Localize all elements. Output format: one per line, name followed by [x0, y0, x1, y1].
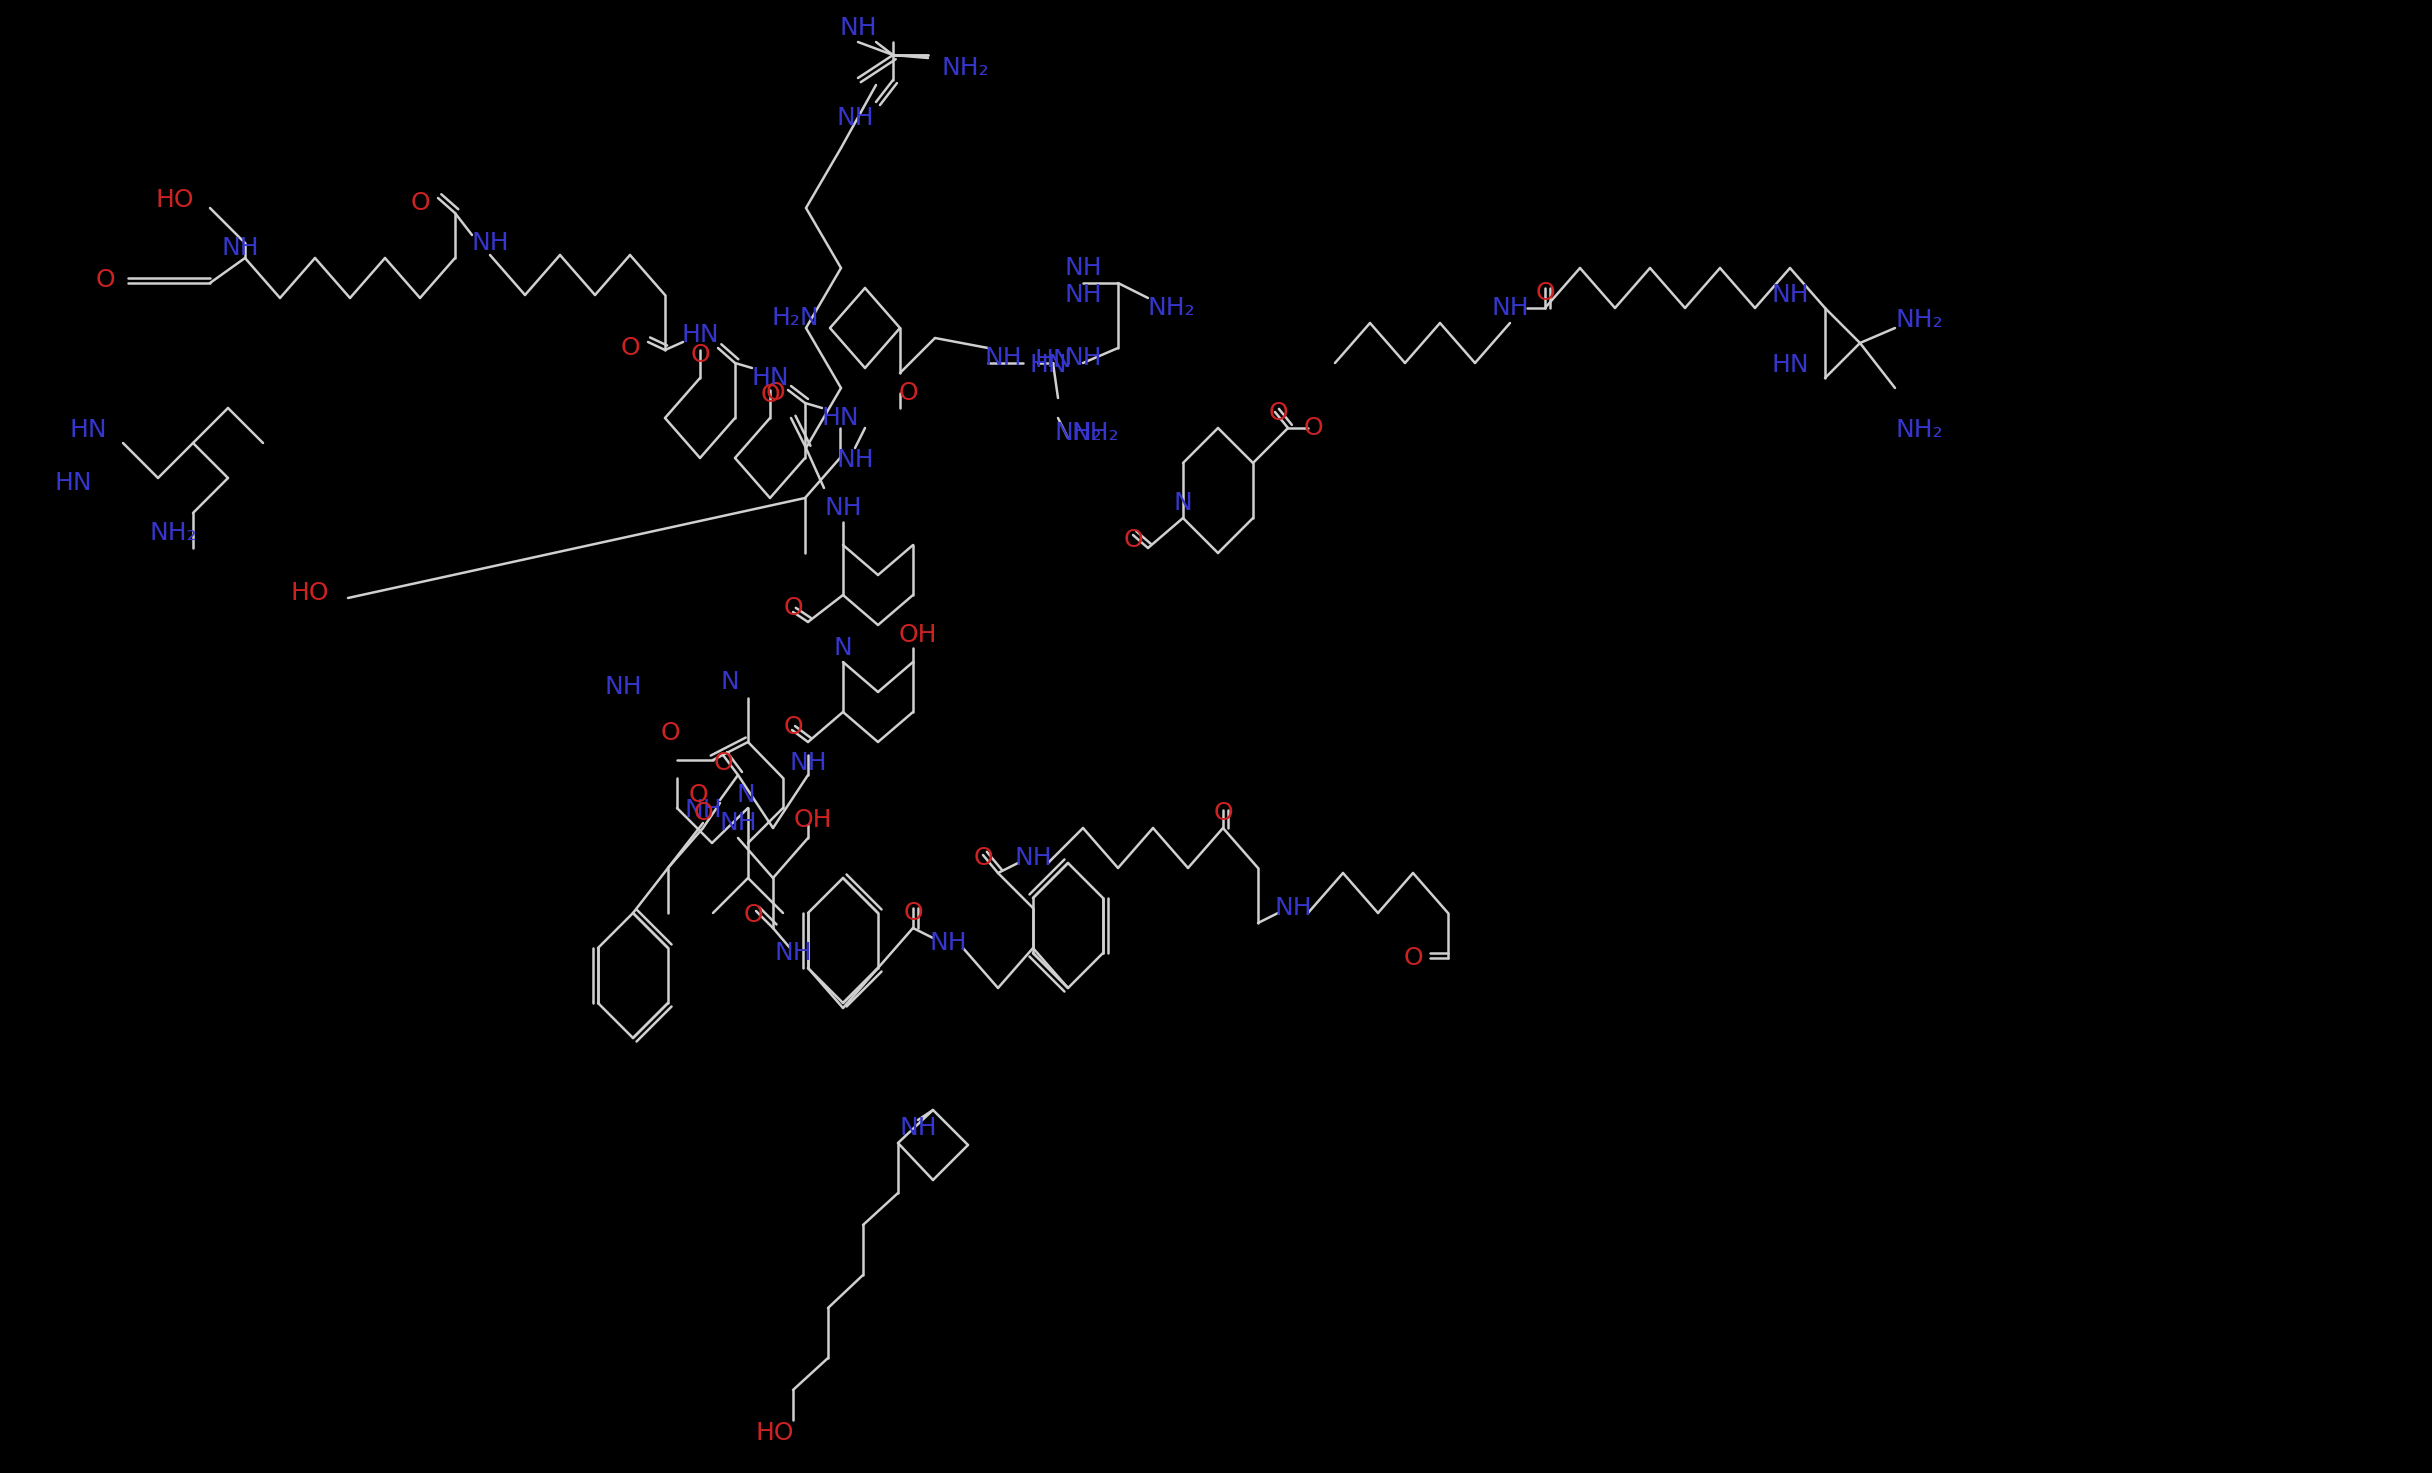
Text: NH: NH — [1770, 283, 1809, 306]
Text: N: N — [834, 636, 851, 660]
Text: HO: HO — [156, 189, 195, 212]
Text: HN: HN — [751, 365, 788, 390]
Text: NH₂: NH₂ — [1148, 296, 1197, 320]
Text: O: O — [713, 751, 732, 775]
Text: OH: OH — [900, 623, 936, 647]
Text: NH: NH — [1491, 296, 1530, 320]
Text: O: O — [1124, 527, 1143, 552]
Text: NH: NH — [900, 1117, 936, 1140]
Text: O: O — [783, 597, 803, 620]
Text: O: O — [1304, 415, 1323, 440]
Text: NH₂: NH₂ — [1070, 421, 1119, 445]
Text: NH: NH — [720, 812, 756, 835]
Text: OH: OH — [793, 809, 832, 832]
Text: NH: NH — [1274, 896, 1311, 921]
Text: O: O — [973, 846, 992, 871]
Text: NH: NH — [773, 941, 812, 965]
Text: NH: NH — [1014, 846, 1051, 871]
Text: NH₂: NH₂ — [1895, 308, 1943, 331]
Text: NH: NH — [1065, 256, 1102, 280]
Text: O: O — [766, 382, 786, 405]
Text: HN: HN — [1034, 348, 1073, 373]
Text: HN: HN — [54, 471, 92, 495]
Text: HN: HN — [1770, 354, 1809, 377]
Text: NH: NH — [985, 346, 1021, 370]
Text: O: O — [95, 268, 114, 292]
Text: N: N — [720, 670, 739, 694]
Text: HN: HN — [1029, 354, 1068, 377]
Text: O: O — [693, 801, 713, 825]
Text: NH: NH — [837, 106, 873, 130]
Text: NH₂: NH₂ — [1895, 418, 1943, 442]
Text: O: O — [1403, 946, 1423, 971]
Text: O: O — [411, 191, 430, 215]
Text: NH₂: NH₂ — [151, 521, 197, 545]
Text: N: N — [1175, 491, 1192, 516]
Text: HO: HO — [292, 580, 328, 605]
Text: NH: NH — [683, 798, 722, 822]
Text: NH: NH — [472, 231, 508, 255]
Text: O: O — [1214, 801, 1233, 825]
Text: H₂N: H₂N — [771, 306, 820, 330]
Text: O: O — [620, 336, 640, 359]
Text: O: O — [783, 714, 803, 739]
Text: NH₂: NH₂ — [1053, 421, 1102, 445]
Text: NH: NH — [790, 751, 827, 775]
Text: O: O — [688, 784, 708, 807]
Text: O: O — [744, 903, 764, 927]
Text: O: O — [761, 383, 781, 407]
Text: NH: NH — [839, 16, 878, 40]
Text: HO: HO — [756, 1421, 795, 1445]
Text: O: O — [1267, 401, 1289, 426]
Text: HN: HN — [681, 323, 720, 348]
Text: O: O — [897, 382, 917, 405]
Text: NH: NH — [221, 236, 258, 261]
Text: NH: NH — [1065, 346, 1102, 370]
Text: O: O — [902, 901, 922, 925]
Text: NH: NH — [929, 931, 968, 955]
Text: NH: NH — [603, 675, 642, 700]
Text: NH: NH — [824, 496, 861, 520]
Text: HN: HN — [822, 407, 858, 430]
Text: N: N — [737, 784, 756, 807]
Text: HN: HN — [68, 418, 107, 442]
Text: NH: NH — [1065, 283, 1102, 306]
Text: O: O — [1535, 281, 1554, 305]
Text: O: O — [691, 343, 710, 367]
Text: NH₂: NH₂ — [941, 56, 990, 80]
Text: O: O — [659, 720, 681, 745]
Text: NH: NH — [837, 448, 873, 471]
